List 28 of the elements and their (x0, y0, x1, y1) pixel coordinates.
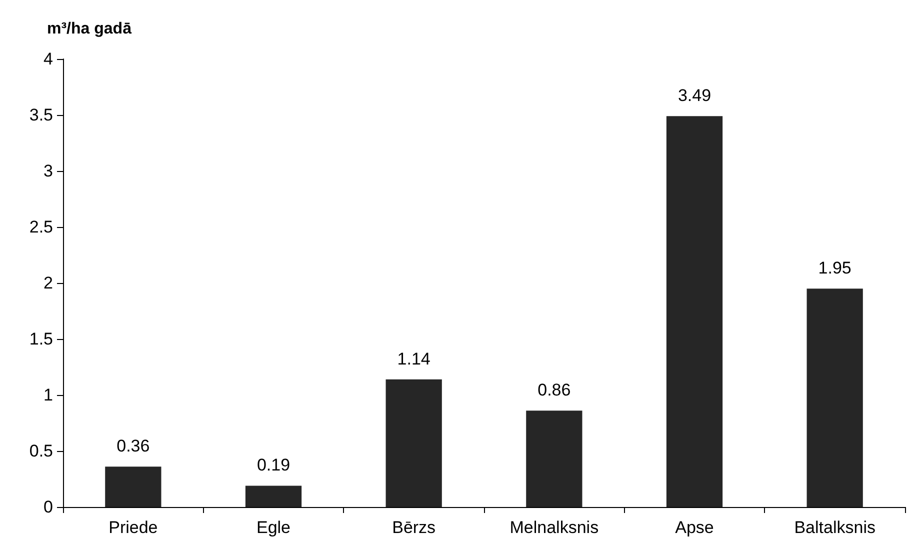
data-label: 3.49 (678, 86, 712, 106)
y-tick-label: 3.5 (29, 106, 53, 124)
bar (666, 116, 723, 507)
y-tick-label: 1 (44, 386, 53, 404)
y-tick-label: 1.5 (29, 330, 53, 348)
y-tick-label: 3 (44, 162, 53, 180)
data-label: 0.19 (256, 456, 290, 475)
y-tick-label: 0.5 (29, 442, 53, 460)
x-tick-label: Priede (108, 518, 158, 537)
x-tick-label: Melnalksnis (510, 518, 599, 537)
bar (386, 379, 442, 507)
bar (806, 288, 863, 507)
y-axis-title: m³/ha gadā (47, 20, 132, 38)
y-tick-label: 0 (44, 498, 53, 516)
x-tick-label: Egle (256, 518, 291, 537)
bar (526, 410, 582, 507)
y-tick-label: 4 (44, 50, 53, 68)
y-tick-label: 2 (44, 274, 53, 292)
bar (245, 486, 302, 507)
x-tick-label: Baltalksnis (794, 518, 876, 537)
x-tick-label: Apse (675, 518, 714, 537)
data-label: 1.14 (397, 349, 430, 368)
y-tick-label: 2.5 (29, 218, 53, 236)
data-label: 0.36 (116, 436, 150, 456)
x-tick-label: Bērzs (392, 518, 436, 537)
bar (105, 466, 162, 507)
data-label: 1.95 (818, 258, 852, 278)
data-label: 0.86 (538, 380, 571, 400)
